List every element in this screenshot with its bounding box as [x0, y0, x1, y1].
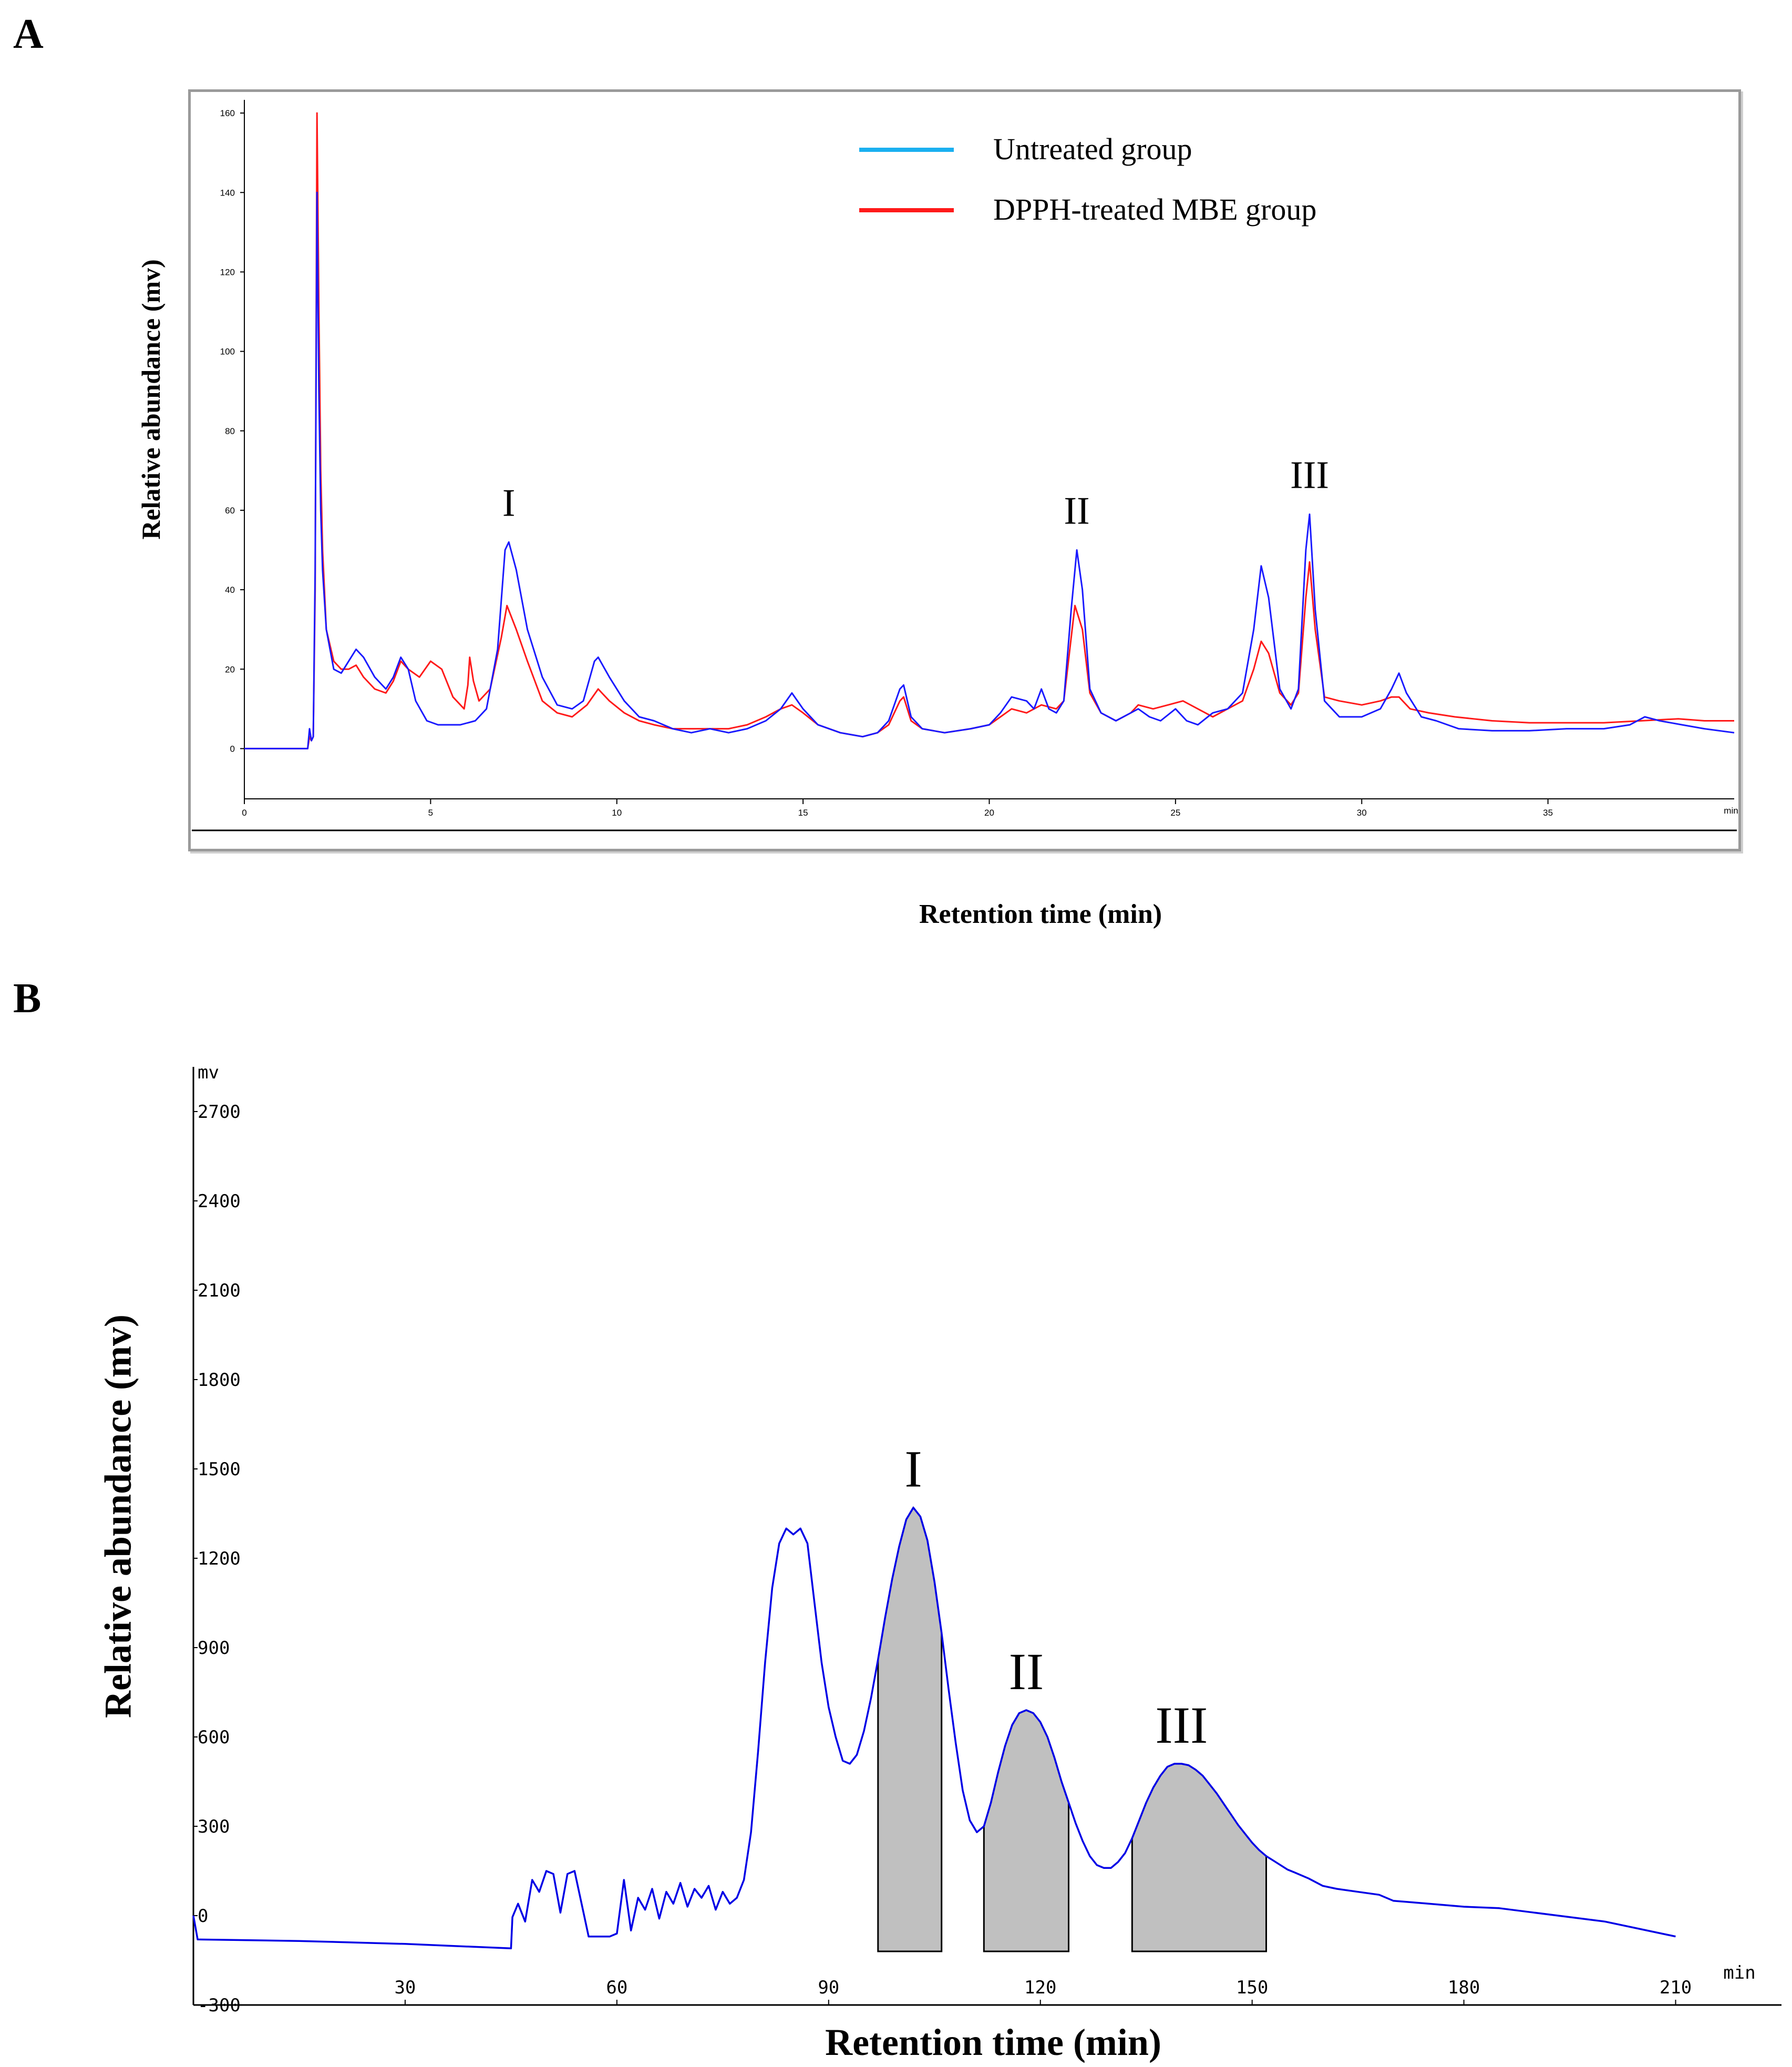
chart-a-y-tick-label: 140 [220, 188, 235, 198]
chart-a-y-tick-label: 100 [220, 347, 235, 357]
chart-b-shaded-fraction-2 [983, 1709, 1069, 1952]
chart-b-y-tick-label: 900 [198, 1638, 230, 1659]
chart-a-x-tick-label: 10 [612, 808, 622, 818]
legend-label-untreated: Untreated group [993, 132, 1192, 166]
chart-b-y-tick-label: 0 [198, 1906, 208, 1927]
chart-a: 0 20 40 60 80 100 120 140 160 0 5 10 15 20 25 30 35 min Un… [192, 100, 1738, 831]
chart-b-ylabel: Relative abundance (mv) [97, 1314, 139, 1718]
chart-b-peak-label: I [904, 1440, 922, 1498]
chart-b-x-tick-label: 60 [606, 1977, 627, 1998]
chart-b-y-tick-label: 600 [198, 1727, 230, 1748]
chart-a-peak-label: II [1064, 490, 1089, 533]
chart-a-x-tick-label: 5 [428, 808, 433, 818]
chart-a-x-tick-label: 15 [798, 808, 808, 818]
chart-b-shaded-fraction-1 [877, 1506, 943, 1952]
chart-a-y-tick-label: 120 [220, 267, 235, 277]
chart-b-x-tick-label: 180 [1448, 1977, 1480, 1998]
chart-a-x-unit: min [1724, 806, 1738, 816]
legend-label-dpph: DPPH-treated MBE group [993, 192, 1316, 227]
chart-a-y-tick-label: 20 [225, 664, 235, 674]
chart-b-x-tick-label: 150 [1236, 1977, 1268, 1998]
chart-b-y-tick-label: 2100 [198, 1280, 241, 1301]
chart-b-y-tick-label: 300 [198, 1816, 230, 1837]
chart-b-y-tick-label: -300 [198, 1995, 241, 2016]
chart-b-peak-label: III [1155, 1696, 1208, 1754]
chart-b-y-tick-label: 1800 [198, 1370, 241, 1391]
chart-b-xlabel: Retention time (min) [825, 2021, 1161, 2063]
chart-a-y-tick-label: 60 [225, 506, 235, 516]
chart-b-y-tick-label: 2700 [198, 1102, 241, 1123]
chart-a-xlabel: Retention time (min) [919, 899, 1162, 929]
chart-b-x-tick-label: 210 [1660, 1977, 1692, 1998]
chart-a-y-tick-label: 80 [225, 426, 235, 436]
chart-a-x-tick-label: 0 [242, 808, 246, 818]
panel-b-letter: B [13, 975, 42, 1022]
chart-b-x-unit: min [1723, 1962, 1755, 1983]
chart-b-series-trace [192, 1506, 1676, 1950]
chart-a-series-untreated [244, 191, 1735, 749]
chart-b-x-tick-label: 30 [394, 1977, 416, 1998]
chart-b-y-unit: mv [198, 1062, 219, 1083]
chart-b-peak-label: II [1009, 1642, 1044, 1701]
chart-a-y-tick-label: 160 [220, 108, 235, 118]
chart-a-x-tick-label: 25 [1170, 808, 1180, 818]
chart-a-peak-label: III [1290, 454, 1329, 497]
chart-b-y-tick-label: 1200 [198, 1548, 241, 1569]
chart-a-x-tick-label: 35 [1543, 808, 1553, 818]
chart-b-y-tick-label: 1500 [198, 1459, 241, 1480]
chart-a-x-tick-label: 30 [1357, 808, 1367, 818]
chart-a-peak-label: I [502, 481, 516, 525]
chart-b-x-tick-label: 120 [1024, 1977, 1056, 1998]
chart-a-y-tick-label: 40 [225, 585, 235, 595]
chart-b-x-tick-label: 90 [818, 1977, 839, 1998]
panel-a-letter: A [13, 11, 44, 57]
chart-b-y-tick-label: 2400 [198, 1191, 241, 1212]
chart-a-y-tick-label: 0 [230, 744, 235, 754]
chart-a-x-tick-label: 20 [984, 808, 994, 818]
